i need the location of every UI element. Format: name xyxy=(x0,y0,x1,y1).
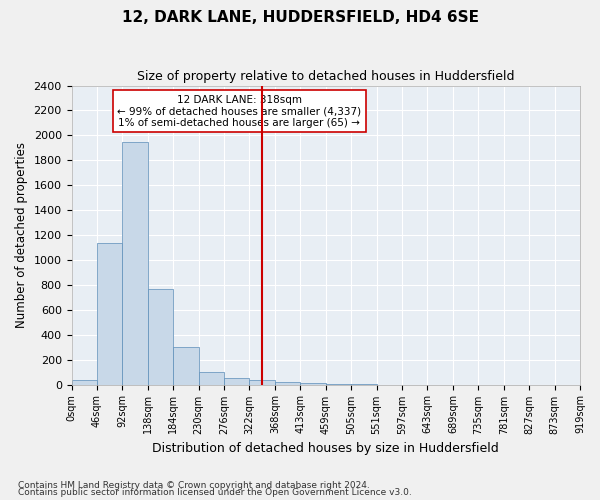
Text: Contains HM Land Registry data © Crown copyright and database right 2024.: Contains HM Land Registry data © Crown c… xyxy=(18,480,370,490)
Bar xyxy=(148,288,173,384)
Text: 12, DARK LANE, HUDDERSFIELD, HD4 6SE: 12, DARK LANE, HUDDERSFIELD, HD4 6SE xyxy=(121,10,479,25)
Bar xyxy=(97,242,122,384)
Bar xyxy=(301,382,326,384)
Y-axis label: Number of detached properties: Number of detached properties xyxy=(15,142,28,328)
Text: 12 DARK LANE: 318sqm
← 99% of detached houses are smaller (4,337)
1% of semi-det: 12 DARK LANE: 318sqm ← 99% of detached h… xyxy=(117,94,361,128)
Bar xyxy=(71,380,97,384)
Bar xyxy=(173,347,199,385)
X-axis label: Distribution of detached houses by size in Huddersfield: Distribution of detached houses by size … xyxy=(152,442,499,455)
Title: Size of property relative to detached houses in Huddersfield: Size of property relative to detached ho… xyxy=(137,70,515,83)
Bar xyxy=(224,378,250,384)
Bar xyxy=(199,372,224,384)
Bar xyxy=(275,382,301,384)
Bar xyxy=(250,380,275,384)
Bar xyxy=(122,142,148,384)
Text: Contains public sector information licensed under the Open Government Licence v3: Contains public sector information licen… xyxy=(18,488,412,497)
